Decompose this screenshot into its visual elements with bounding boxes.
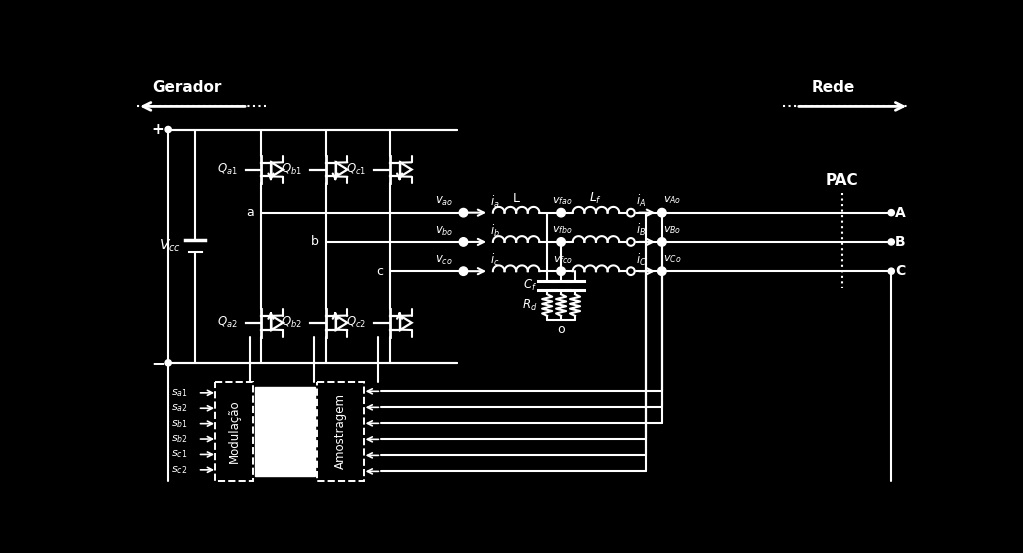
Circle shape bbox=[888, 239, 894, 245]
Text: $Q_{c2}$: $Q_{c2}$ bbox=[347, 315, 366, 330]
Text: Modulação: Modulação bbox=[227, 399, 240, 463]
Text: $v_{bo}$: $v_{bo}$ bbox=[435, 225, 453, 238]
Text: $v_{fbo}$: $v_{fbo}$ bbox=[552, 225, 573, 236]
Text: $s_{b2}$: $s_{b2}$ bbox=[171, 433, 187, 445]
Text: A: A bbox=[895, 206, 906, 220]
Text: $v_{Bo}$: $v_{Bo}$ bbox=[663, 224, 681, 236]
Text: $s_{b1}$: $s_{b1}$ bbox=[171, 418, 187, 430]
Text: $i_c$: $i_c$ bbox=[490, 252, 499, 268]
Text: $V_{cc}$: $V_{cc}$ bbox=[159, 238, 181, 254]
Text: $s_{c1}$: $s_{c1}$ bbox=[171, 448, 187, 460]
Circle shape bbox=[658, 267, 666, 275]
Text: $s_{a1}$: $s_{a1}$ bbox=[171, 387, 187, 399]
Text: $i_C$: $i_C$ bbox=[635, 252, 647, 268]
FancyBboxPatch shape bbox=[317, 382, 364, 481]
Circle shape bbox=[658, 208, 666, 217]
FancyBboxPatch shape bbox=[255, 387, 315, 476]
Text: $v_{fao}$: $v_{fao}$ bbox=[552, 195, 573, 207]
Text: +: + bbox=[151, 122, 165, 137]
Text: $i_B$: $i_B$ bbox=[636, 222, 646, 238]
Text: $v_{Co}$: $v_{Co}$ bbox=[663, 253, 681, 265]
Text: Rede: Rede bbox=[811, 80, 854, 95]
Text: $C_f$: $C_f$ bbox=[523, 278, 537, 293]
Circle shape bbox=[557, 238, 566, 246]
Text: $i_b$: $i_b$ bbox=[490, 223, 499, 239]
Text: $i_a$: $i_a$ bbox=[490, 194, 499, 210]
Text: $s_{c2}$: $s_{c2}$ bbox=[171, 464, 187, 476]
Circle shape bbox=[557, 208, 566, 217]
Text: c: c bbox=[375, 265, 383, 278]
Circle shape bbox=[888, 268, 894, 274]
Text: b: b bbox=[311, 236, 318, 248]
Text: −: − bbox=[151, 354, 165, 372]
Circle shape bbox=[165, 127, 171, 133]
Text: B: B bbox=[895, 235, 905, 249]
Text: $Q_{a1}$: $Q_{a1}$ bbox=[217, 162, 238, 177]
Text: $i_A$: $i_A$ bbox=[636, 193, 646, 209]
Text: $v_{ao}$: $v_{ao}$ bbox=[435, 195, 453, 208]
Circle shape bbox=[888, 210, 894, 216]
Text: PAC: PAC bbox=[827, 173, 858, 188]
Circle shape bbox=[459, 238, 468, 246]
Circle shape bbox=[165, 360, 171, 366]
Circle shape bbox=[459, 267, 468, 275]
Text: o: o bbox=[558, 323, 565, 336]
Circle shape bbox=[557, 267, 566, 275]
Text: $v_{co}$: $v_{co}$ bbox=[435, 254, 453, 267]
Text: $v_{Ao}$: $v_{Ao}$ bbox=[663, 195, 681, 206]
Text: $Q_{b2}$: $Q_{b2}$ bbox=[281, 315, 302, 330]
Text: $s_{a2}$: $s_{a2}$ bbox=[171, 403, 187, 414]
Text: Amostragem: Amostragem bbox=[335, 393, 347, 469]
Text: C: C bbox=[895, 264, 905, 278]
Text: Gerador: Gerador bbox=[152, 80, 222, 95]
Text: $Q_{b1}$: $Q_{b1}$ bbox=[281, 162, 302, 177]
Text: $Q_{a2}$: $Q_{a2}$ bbox=[217, 315, 238, 330]
Text: L: L bbox=[513, 192, 520, 205]
Text: a: a bbox=[247, 206, 254, 219]
Text: $v_{fco}$: $v_{fco}$ bbox=[552, 254, 573, 265]
Text: $R_d$: $R_d$ bbox=[523, 298, 538, 312]
FancyBboxPatch shape bbox=[215, 382, 254, 481]
Circle shape bbox=[459, 208, 468, 217]
Text: $L_f$: $L_f$ bbox=[589, 191, 603, 206]
Text: $Q_{c1}$: $Q_{c1}$ bbox=[347, 162, 366, 177]
Circle shape bbox=[658, 238, 666, 246]
